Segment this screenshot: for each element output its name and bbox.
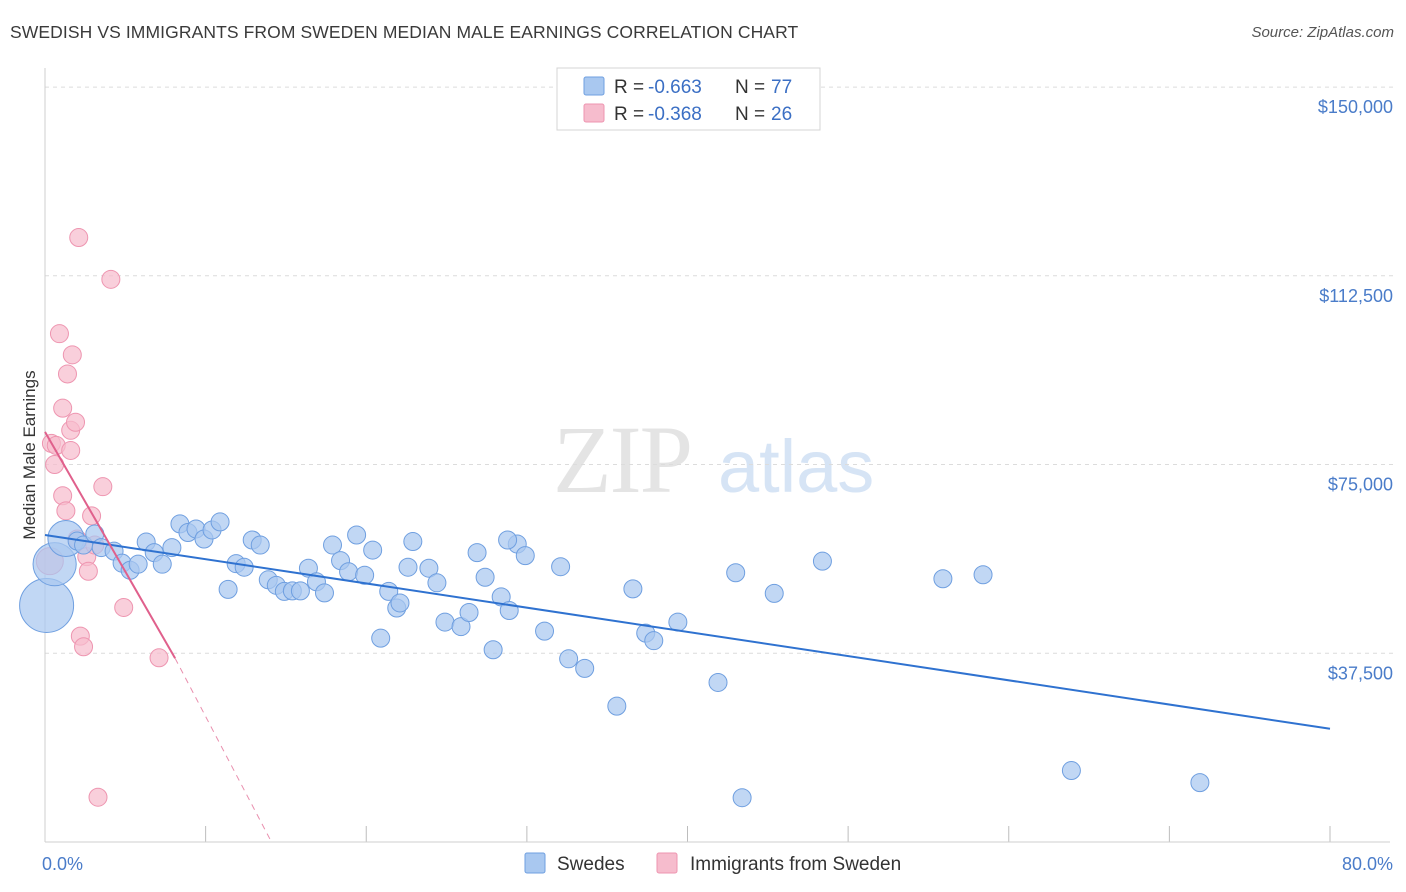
swedes-r-value: -0.663 <box>648 77 702 98</box>
immigrants-r-value: -0.368 <box>648 104 702 125</box>
swedes-point <box>250 535 270 555</box>
swedes-point <box>128 554 148 574</box>
immigrants-point <box>78 561 98 581</box>
swedes-point <box>339 562 359 582</box>
y-tick-labels: $37,500 $75,000 $112,500 $150,000 <box>1318 97 1393 683</box>
immigrants-point <box>101 269 121 289</box>
swedes-point <box>726 563 746 583</box>
swedes-point <box>535 621 555 641</box>
x-tick-label-max: 80.0% <box>1342 854 1393 874</box>
swedes-point <box>1061 761 1081 781</box>
swedes-point <box>575 658 595 678</box>
swedes-point <box>347 525 367 545</box>
axes <box>44 68 1390 843</box>
swedes-point <box>371 628 391 648</box>
watermark-zip: ZIP <box>553 406 691 513</box>
immigrants-point <box>61 440 81 460</box>
swedes-point <box>427 573 447 593</box>
swedes-point <box>708 672 728 692</box>
swedes-point <box>764 583 784 603</box>
swedes-point <box>623 579 643 599</box>
swedes-legend-swatch <box>583 76 605 96</box>
immigrants-n-value: 26 <box>771 104 792 125</box>
swedes-point <box>551 557 571 577</box>
swedes-point <box>515 546 535 566</box>
immigrants-point <box>57 364 77 384</box>
swedes-point <box>398 557 418 577</box>
swedes-point <box>19 577 75 633</box>
immigrants-point <box>149 648 169 668</box>
immigrants-legend-swatch <box>583 103 605 123</box>
chart-title: SWEDISH VS IMMIGRANTS FROM SWEDEN MEDIAN… <box>10 22 799 42</box>
chart-source: Source: ZipAtlas.com <box>1251 24 1394 41</box>
swedes-point <box>973 565 993 585</box>
swedes-point <box>607 696 627 716</box>
swedes-point <box>390 593 410 613</box>
swedes-point <box>459 603 479 622</box>
y-tick-label: $112,500 <box>1319 286 1393 306</box>
immigrants-point <box>66 412 86 432</box>
swedes-point <box>355 565 375 585</box>
immigrants-point <box>53 398 73 418</box>
swedes-point <box>467 543 487 563</box>
x-tick-label-min: 0.0% <box>42 854 83 874</box>
immigrants-point <box>74 637 94 657</box>
swedes-point <box>933 569 953 589</box>
swedes-point <box>475 567 495 587</box>
immigrants-series-swatch <box>656 852 678 874</box>
swedes-point <box>234 557 254 577</box>
swedes-point <box>451 617 471 637</box>
immigrants-point <box>69 228 89 248</box>
watermark-atlas: atlas <box>718 425 874 508</box>
swedes-n-value: 77 <box>771 77 792 98</box>
immigrants-point <box>49 324 69 344</box>
y-tick-label: $75,000 <box>1328 475 1393 495</box>
stats-legend: R = -0.663 N = 77 R = -0.368 N = 26 <box>556 67 821 131</box>
swedes-point <box>403 532 423 552</box>
y-axis-title: Median Male Earnings <box>20 370 39 539</box>
swedes-point <box>644 631 664 651</box>
swedes-point <box>498 530 518 550</box>
immigrants-point <box>88 787 108 807</box>
swedes-point <box>812 551 832 571</box>
y-tick-label: $150,000 <box>1318 97 1393 117</box>
immigrants-trend-line <box>44 431 176 659</box>
x-tick-labels: 0.0% 80.0% <box>42 854 1393 874</box>
immigrants-point <box>62 345 82 365</box>
swedes-point <box>559 649 579 669</box>
swedes-trend-line <box>44 534 1331 730</box>
gridlines <box>44 86 1393 842</box>
immigrants-point <box>93 477 113 497</box>
immigrants-point <box>114 597 134 617</box>
swedes-point <box>152 554 172 574</box>
swedes-point <box>210 512 230 532</box>
swedes-n-label: N = <box>735 77 765 98</box>
y-tick-label: $37,500 <box>1328 663 1393 683</box>
swedes-point <box>314 583 334 603</box>
immigrants-trend-extension <box>174 658 272 843</box>
swedes-point <box>290 581 310 601</box>
immigrants-point <box>56 501 76 521</box>
trend-lines <box>44 431 1331 843</box>
data-points <box>19 228 1210 808</box>
swedes-point <box>483 640 503 660</box>
immigrants-r-label: R = <box>614 104 644 125</box>
swedes-point <box>1190 773 1210 793</box>
swedes-point <box>162 538 182 558</box>
swedes-point <box>218 579 238 599</box>
swedes-series-swatch <box>524 852 546 874</box>
swedes-point <box>419 558 439 578</box>
swedes-point <box>323 535 343 555</box>
immigrants-n-label: N = <box>735 104 765 125</box>
swedes-point <box>435 612 455 632</box>
immigrants-series-label: Immigrants from Sweden <box>690 854 901 875</box>
swedes-r-label: R = <box>614 77 644 98</box>
swedes-series-label: Swedes <box>557 854 625 875</box>
swedes-point <box>363 540 383 560</box>
series-legend: Swedes Immigrants from Sweden <box>524 852 901 875</box>
swedes-point <box>668 612 688 632</box>
swedes-point <box>732 788 752 808</box>
